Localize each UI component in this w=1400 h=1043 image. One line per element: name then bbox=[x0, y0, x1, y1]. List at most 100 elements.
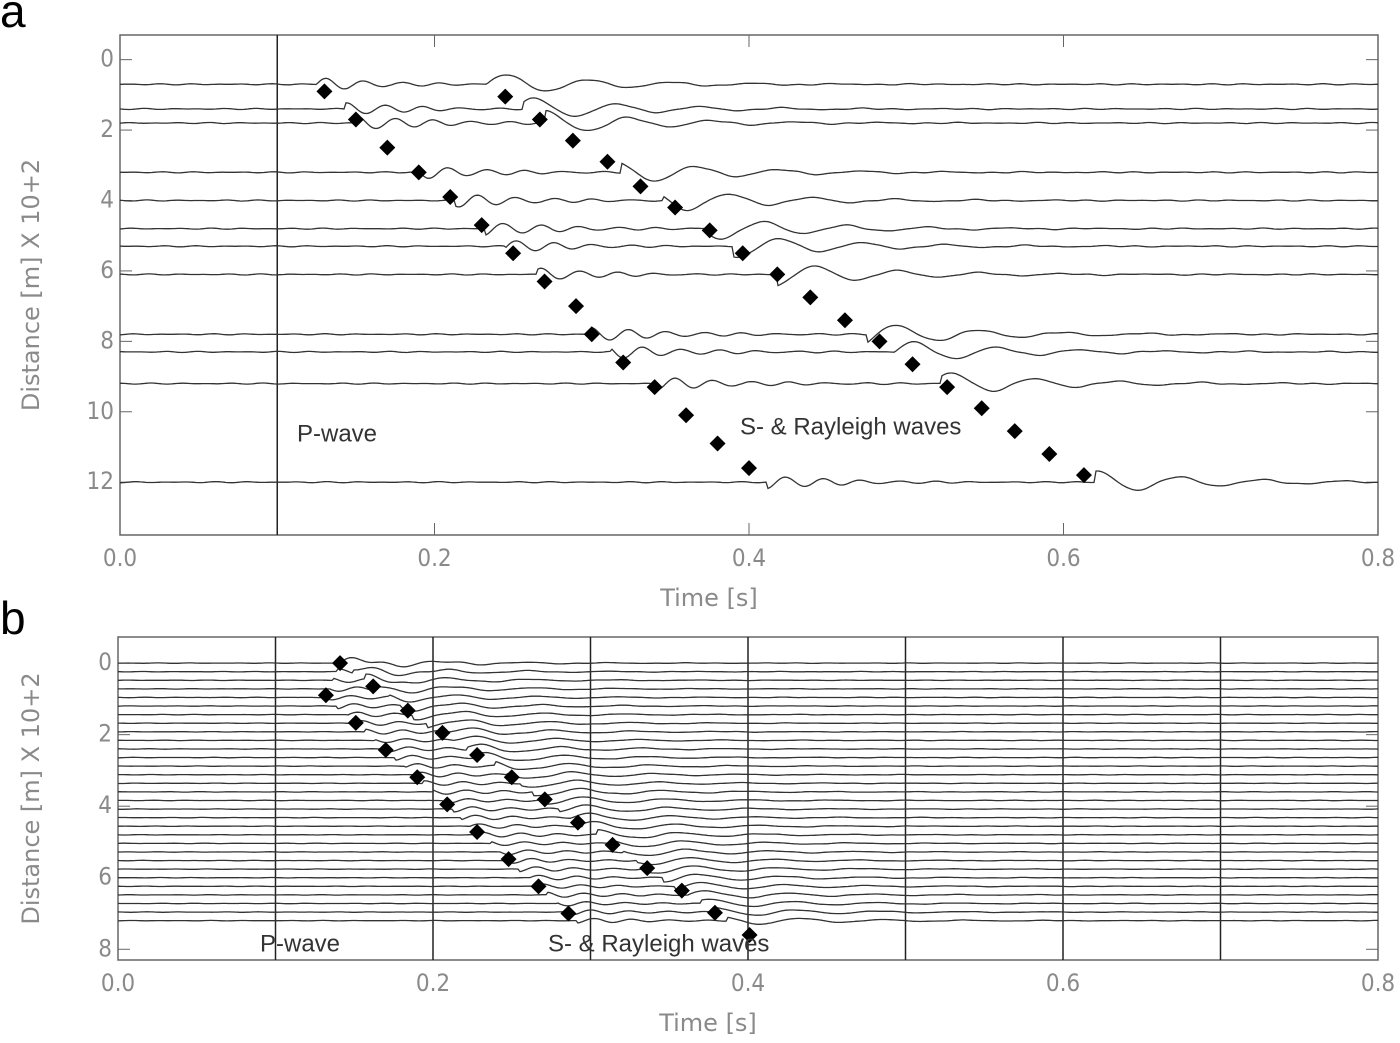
seismic-trace bbox=[119, 97, 1379, 117]
y-tick-label: 0 bbox=[100, 45, 114, 73]
pick-marker bbox=[536, 791, 553, 808]
pick-marker bbox=[377, 742, 394, 759]
seismic-trace bbox=[118, 656, 1378, 668]
pick-marker bbox=[741, 926, 758, 943]
seismic-trace bbox=[118, 848, 1378, 857]
pick-marker bbox=[646, 379, 663, 396]
seismic-trace bbox=[120, 162, 1379, 182]
pick-marker bbox=[410, 164, 427, 181]
pick-marker bbox=[332, 655, 349, 672]
pick-marker bbox=[667, 199, 684, 216]
y-tick-label: 2 bbox=[98, 720, 112, 748]
y-axis-label: Distance [m] X 10+2 bbox=[17, 159, 45, 411]
seismic-trace bbox=[119, 324, 1378, 344]
pick-marker bbox=[1006, 423, 1023, 440]
seismic-trace bbox=[117, 702, 1379, 712]
y-tick-label: 8 bbox=[100, 326, 114, 354]
seismic-trace bbox=[118, 779, 1379, 788]
y-tick-label: 6 bbox=[98, 863, 112, 891]
seismic-trace bbox=[118, 829, 1379, 839]
seismic-trace bbox=[120, 74, 1378, 92]
x-tick-label: 0.0 bbox=[101, 969, 135, 997]
seismic-trace bbox=[117, 727, 1378, 735]
pick-marker bbox=[347, 111, 364, 128]
pick-marker bbox=[469, 823, 486, 840]
pick-marker bbox=[871, 333, 888, 350]
seismic-trace bbox=[117, 865, 1379, 874]
pick-marker bbox=[769, 266, 786, 283]
pick-marker bbox=[1075, 467, 1092, 484]
seismic-trace bbox=[119, 220, 1379, 240]
seismic-trace bbox=[118, 666, 1378, 677]
panel-label: b bbox=[0, 592, 26, 644]
seismic-trace bbox=[117, 804, 1379, 813]
seismic-trace bbox=[118, 771, 1378, 779]
pick-marker bbox=[673, 882, 690, 899]
seismic-trace bbox=[118, 812, 1379, 821]
pick-marker bbox=[564, 132, 581, 149]
pick-marker bbox=[639, 860, 656, 877]
seismic-trace bbox=[118, 710, 1378, 721]
pick-marker bbox=[530, 878, 547, 895]
seismic-trace bbox=[120, 372, 1378, 393]
y-tick-label: 8 bbox=[98, 934, 112, 962]
pick-marker bbox=[531, 111, 548, 128]
pick-marker bbox=[569, 814, 586, 831]
annotation: P-wave bbox=[297, 420, 377, 447]
seismic-trace bbox=[117, 787, 1378, 797]
pick-marker bbox=[434, 724, 451, 741]
x-tick-label: 0.2 bbox=[417, 544, 451, 572]
y-tick-label: 4 bbox=[98, 791, 112, 819]
pick-marker bbox=[442, 188, 459, 205]
y-tick-label: 6 bbox=[100, 256, 114, 284]
y-tick-label: 0 bbox=[98, 648, 112, 676]
pick-marker bbox=[536, 273, 553, 290]
seismic-trace bbox=[118, 890, 1378, 899]
x-axis-label: Time [s] bbox=[658, 1009, 757, 1037]
annotation: P-wave bbox=[260, 930, 340, 957]
pick-marker bbox=[409, 769, 426, 786]
pick-marker bbox=[365, 678, 382, 695]
x-tick-label: 0.8 bbox=[1361, 969, 1395, 997]
x-tick-label: 0.2 bbox=[416, 969, 450, 997]
pick-marker bbox=[802, 289, 819, 306]
x-tick-label: 0.0 bbox=[103, 544, 137, 572]
seismic-trace bbox=[117, 839, 1379, 848]
pick-marker bbox=[399, 702, 416, 719]
panel-label: a bbox=[0, 0, 26, 37]
seismic-trace bbox=[117, 916, 1378, 925]
seismic-trace bbox=[119, 193, 1378, 212]
annotation: S- & Rayleigh waves bbox=[548, 930, 769, 957]
pick-marker bbox=[615, 354, 632, 371]
x-tick-label: 0.6 bbox=[1046, 544, 1080, 572]
seismic-trace bbox=[117, 906, 1378, 916]
x-tick-label: 0.4 bbox=[732, 544, 766, 572]
pick-marker bbox=[500, 851, 517, 868]
pick-marker bbox=[568, 298, 585, 315]
seismic-trace bbox=[118, 873, 1378, 883]
pick-marker bbox=[316, 83, 333, 100]
seismic-trace bbox=[118, 751, 1379, 761]
seismic-trace bbox=[118, 743, 1379, 753]
pick-marker bbox=[503, 769, 520, 786]
pick-marker bbox=[379, 139, 396, 156]
annotation: S- & Rayleigh waves bbox=[740, 413, 961, 440]
pick-marker bbox=[1041, 446, 1058, 463]
pick-marker bbox=[317, 687, 334, 704]
panel: b 0.0 0.2 0.4 0.6 0.8 0 2 4 6 8 Time [s] Distance [m… bbox=[0, 592, 1395, 1037]
pick-marker bbox=[904, 356, 921, 373]
pick-marker bbox=[599, 153, 616, 170]
pick-marker bbox=[709, 435, 726, 452]
pick-marker bbox=[604, 836, 621, 853]
pick-marker bbox=[678, 407, 695, 424]
y-tick-label: 4 bbox=[100, 185, 114, 213]
pick-marker bbox=[973, 400, 990, 417]
x-axis-label: Time [s] bbox=[659, 584, 758, 612]
pick-marker bbox=[497, 88, 514, 105]
seismic-trace bbox=[118, 796, 1378, 805]
seismic-trace bbox=[118, 760, 1379, 771]
seismic-trace bbox=[118, 673, 1379, 684]
panel: a 0.0 0.2 0.4 0.6 0.8 0 2 4 6 8 10 12 Time [s] Distanc… bbox=[0, 0, 1395, 612]
pick-marker bbox=[439, 796, 456, 813]
